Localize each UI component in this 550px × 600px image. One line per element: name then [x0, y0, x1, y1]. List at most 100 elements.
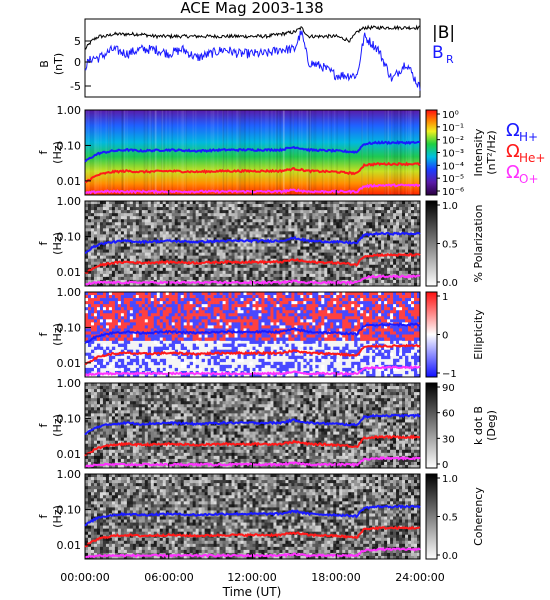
- gyro-he-line: [84, 161, 421, 184]
- freq-ytick-label: 1.00: [57, 104, 82, 117]
- x-tick-label: 06:00:00: [144, 571, 193, 584]
- colorbar-label-units: (nT²/Hz): [485, 130, 498, 174]
- x-tick-label: 24:00:00: [395, 571, 444, 584]
- gyro-he-line: [84, 343, 421, 366]
- colorbar-coherency: [425, 473, 438, 560]
- b-ylabel-units: (nT): [52, 53, 65, 75]
- x-tick-label: 12:00:00: [227, 571, 276, 584]
- colorbar-tick-label: 1.0: [442, 201, 458, 212]
- freq-ytick-label: 1.00: [57, 468, 82, 481]
- freq-ylabel-units: (Hz): [51, 414, 64, 437]
- colorbar-tick-label: 0.0: [442, 278, 458, 289]
- b-field-panel: 5 0 -5 B (nT) |B| B R: [38, 18, 455, 98]
- b-ytick-label: -5: [70, 80, 81, 93]
- gyro-h-line: [84, 231, 421, 254]
- colorbar-tick-label: 1: [442, 292, 448, 303]
- b-radial-line: [84, 30, 421, 91]
- freq-ylabel-units: (Hz): [51, 141, 64, 164]
- colorbar-tick-label: 1.0: [442, 474, 458, 485]
- spectrogram-panel-coherency: 1.00 0.10 0.01 f (Hz) 1.0 0.5 0.0 Coherency: [37, 468, 485, 562]
- freq-ytick-label: 0.10: [57, 139, 82, 152]
- spectrogram-panel-ellipticity: 1.00 0.10 0.01 f (Hz) 1 0 −1 Ellipticity: [37, 286, 485, 380]
- freq-ytick-label: 0.10: [57, 230, 82, 243]
- x-tick-label: 00:00:00: [60, 571, 109, 584]
- spectrogram-panels: 1.000.100.01f (Hz)10⁰10⁻¹10⁻²10⁻³10⁻⁴10⁻⁵…: [37, 104, 498, 562]
- colorbar-label: Ellipticity: [472, 309, 485, 360]
- freq-ylabel: f: [37, 513, 50, 518]
- colorbar-label: % Polarization: [472, 205, 485, 283]
- legend-omega-he: Ω: [506, 141, 520, 162]
- freq-ylabel: f: [37, 331, 50, 336]
- colorbar-tick-label: 10⁻²: [442, 136, 464, 147]
- b-magnitude-line: [84, 24, 421, 50]
- legend-b-magnitude: |B|: [432, 23, 455, 43]
- b-ylabel: B: [38, 60, 51, 68]
- colorbar-tick-label: 10⁻¹: [442, 123, 464, 134]
- colorbar-tick-label: 10⁰: [442, 110, 459, 121]
- gyro-h-line: [84, 504, 421, 527]
- legend-omega-h-sub: H+: [519, 130, 538, 144]
- colorbar-tick-label: 0.0: [442, 551, 458, 562]
- figure-title: ACE Mag 2003-138: [180, 0, 323, 17]
- colorbar-tick-label: 10⁻⁴: [442, 161, 464, 172]
- freq-ytick-label: 0.01: [57, 175, 82, 188]
- freq-ytick-label: 0.10: [57, 503, 82, 516]
- legend-omega-o-sub: O+: [519, 172, 539, 186]
- legend-omega-o: Ω: [506, 162, 520, 183]
- b-ytick-label: 5: [74, 35, 81, 48]
- gyro-h-line: [84, 139, 421, 163]
- gyro-he-line: [84, 525, 421, 548]
- b-field-lines: [84, 24, 421, 91]
- colorbar-label-units: (Deg): [485, 410, 498, 441]
- legend-b-radial: B: [432, 43, 444, 63]
- gyro-he-line: [84, 252, 421, 274]
- gyro-legend: Ω H+ Ω He+ Ω O+: [506, 120, 545, 186]
- colorbar-polarization: [425, 200, 438, 287]
- gyro-he-line: [84, 434, 421, 457]
- freq-ylabel: f: [37, 422, 50, 427]
- freq-ytick-label: 0.01: [57, 357, 82, 370]
- b-ytick-label: 0: [74, 56, 81, 69]
- spectrogram-panel-polarization: 1.00 0.10 0.01 f (Hz) 1.0 0.5 0.0 % Polarization: [37, 195, 485, 289]
- freq-ytick-label: 1.00: [57, 195, 82, 208]
- colorbar-tick-label: 90: [442, 383, 455, 394]
- freq-ylabel: f: [37, 240, 50, 245]
- x-axis-title: Time (UT): [222, 585, 282, 599]
- freq-ytick-label: 0.10: [57, 412, 82, 425]
- colorbar-tick-label: 0: [442, 460, 448, 471]
- spectrogram-panel-intensity: 1.00 0.10 0.01 f (Hz) 10⁰ 10⁻¹ 10⁻² 10⁻³10⁻⁴ 10⁻⁵…: [37, 104, 498, 198]
- x-axis: 00:00:00 06:00:00 12:00:00 18:00:00 24:0…: [60, 571, 444, 599]
- colorbar-tick-label: 0.5: [442, 240, 458, 251]
- colorbar-tick-label: 10⁻⁶: [442, 187, 464, 198]
- b-field-yticks: 5 0 -5: [70, 35, 91, 93]
- spectrogram-panel-kdotb: 1.00 0.10 0.01 f (Hz) 90 60 30 0 k dot B (Deg): [37, 377, 498, 471]
- gyro-h-line: [84, 413, 421, 436]
- colorbar-tick-label: 60: [442, 409, 455, 420]
- colorbar-tick-label: 30: [442, 434, 455, 445]
- freq-ylabel-units: (Hz): [51, 505, 64, 528]
- legend-b-radial-sub: R: [446, 53, 454, 66]
- colorbar-tick-label: 10⁻³: [442, 149, 464, 160]
- colorbar-label: Intensity: [472, 128, 485, 176]
- colorbar-label: Coherency: [472, 487, 485, 546]
- colorbar-tick-label: 0.5: [442, 513, 458, 524]
- freq-ytick-label: 0.01: [57, 448, 82, 461]
- freq-ylabel-units: (Hz): [51, 323, 64, 346]
- freq-ytick-label: 0.01: [57, 266, 82, 279]
- legend-omega-h: Ω: [506, 120, 520, 141]
- colorbar-tick-label: 0: [442, 331, 448, 342]
- colorbar-label: k dot B: [472, 406, 485, 445]
- colorbar-tick-label: 10⁻⁵: [442, 174, 464, 185]
- colorbar-ellipticity: [425, 291, 438, 378]
- legend-omega-he-sub: He+: [519, 151, 545, 165]
- freq-ytick-label: 0.01: [57, 539, 82, 552]
- freq-ylabel: f: [37, 149, 50, 154]
- x-tick-label: 18:00:00: [311, 571, 360, 584]
- colorbar-intensity: [425, 109, 438, 196]
- freq-ytick-label: 1.00: [57, 377, 82, 390]
- freq-ytick-label: 0.10: [57, 321, 82, 334]
- freq-ytick-label: 1.00: [57, 286, 82, 299]
- colorbar-kdotb: [425, 382, 438, 469]
- colorbar-tick-label: −1: [442, 369, 457, 380]
